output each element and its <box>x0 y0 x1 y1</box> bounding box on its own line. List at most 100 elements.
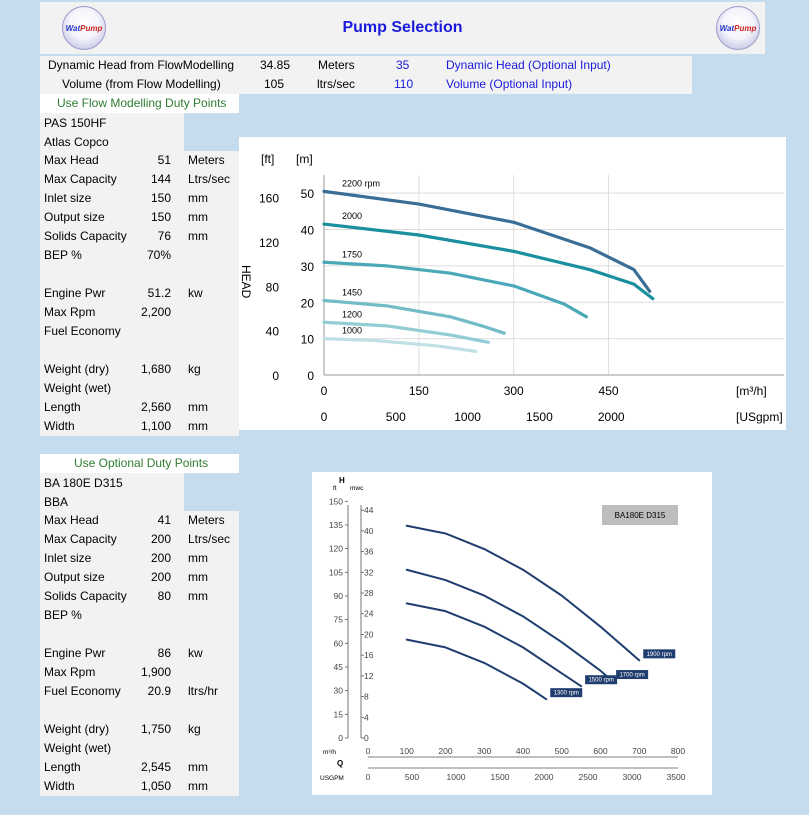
pump2-spec-label: Inlet size <box>44 551 92 565</box>
series-line <box>405 602 583 688</box>
series-label: 1450 <box>342 287 362 297</box>
y-tick-ft: 40 <box>266 325 280 339</box>
y-tick-ft: 150 <box>329 496 343 506</box>
pump2-spec-value: 200 <box>150 570 171 584</box>
pump1-spec-value: 150 <box>150 210 171 224</box>
duty-head-unit: Meters <box>318 58 355 72</box>
header-bar: WatPump Pump Selection WatPump <box>40 2 765 54</box>
pump2-spec-label: BEP % <box>44 608 82 622</box>
pump2-model: BA 180E D315 <box>44 476 123 490</box>
x-tick-m3h: 300 <box>477 746 491 756</box>
series-label: 1300 rpm <box>554 691 579 697</box>
pump2-spec-unit: mm <box>188 760 208 774</box>
pump1-spec-value: 1,680 <box>140 362 171 376</box>
x-tick-m3h: 500 <box>555 746 569 756</box>
pump1-spec-value: 70% <box>146 248 171 262</box>
y-tick-ft: 90 <box>334 591 344 601</box>
x-unit-m3h: m³/h <box>323 749 336 756</box>
y-tick-mwc: 32 <box>364 567 374 577</box>
duty-head-label: Dynamic Head from FlowModelling <box>48 58 235 72</box>
pump1-spec-label: Width <box>44 419 75 433</box>
y-tick-m: 50 <box>301 187 315 201</box>
pump2-spec-label: Max Capacity <box>44 532 117 546</box>
y-tick-ft: 80 <box>266 280 280 294</box>
y-tick-mwc: 40 <box>364 526 374 536</box>
y-tick-ft: 120 <box>329 544 343 554</box>
y-tick-mwc: 28 <box>364 588 374 598</box>
pump2-spec-unit: mm <box>188 551 208 565</box>
x-tick-usgpm: 1500 <box>491 772 510 782</box>
x-tick-usgpm: 2000 <box>598 410 625 424</box>
series-line <box>322 260 589 319</box>
pump1-spec-unit: Meters <box>188 153 225 167</box>
pump1-spec-value: 1,100 <box>140 419 171 433</box>
pump1-spec-unit: mm <box>188 419 208 433</box>
pump2-curve-svg: Hft mwc0153045607590105120135150048121620… <box>320 476 686 782</box>
pump2-spec-label: Max Head <box>44 513 99 527</box>
series-tag-box <box>585 675 618 685</box>
y-tick-ft: 0 <box>338 733 343 743</box>
duty-volume-label: Volume (from Flow Modelling) <box>62 77 221 91</box>
pump1-curve-chart: [ft] [m] HEAD 0 10 20 30 40 50 0 40 80 120 160 0 150 300… <box>239 137 786 430</box>
y-unit-ft: [ft] <box>261 152 274 166</box>
pump1-spec-label: BEP % <box>44 248 82 262</box>
y-tick-ft: 135 <box>329 520 343 530</box>
pump2-spec-unit: Meters <box>188 513 225 527</box>
pump1-spec-label: Length <box>44 400 81 414</box>
pump2-section-header[interactable]: Use Optional Duty Points <box>40 454 239 473</box>
series-line <box>405 568 614 683</box>
pump1-section-header[interactable]: Use Flow Modelling Duty Points <box>40 94 239 113</box>
pump2-spec-label: Fuel Economy <box>44 684 121 698</box>
pump1-spec-unit: mm <box>188 210 208 224</box>
y-tick-ft: 30 <box>334 686 344 696</box>
series-tag-box <box>616 670 649 680</box>
series-label: 1200 <box>342 309 362 319</box>
pump2-spec-label: Output size <box>44 570 105 584</box>
pump2-spec-value: 1,050 <box>140 779 171 793</box>
y-unit-m: [m] <box>296 152 313 166</box>
duty-head-input[interactable]: 35 <box>396 58 410 72</box>
series-label: 2000 <box>342 211 362 221</box>
pump2-spec-value: 86 <box>157 646 171 660</box>
pump2-spec-value: 20.9 <box>147 684 171 698</box>
pump1-model: PAS 150HF <box>44 116 107 130</box>
pump1-spec-unit: mm <box>188 400 208 414</box>
y-tick-mwc: 4 <box>364 712 369 722</box>
pump2-spec-label: Weight (wet) <box>44 741 112 755</box>
y-tick-mwc: 24 <box>364 609 374 619</box>
series-line <box>405 524 641 662</box>
y-tick-ft: 120 <box>259 236 279 250</box>
pump1-spec-value: 76 <box>157 229 171 243</box>
duty-volume-input[interactable]: 110 <box>394 77 414 91</box>
x-unit-m3h: [m³/h] <box>736 384 767 398</box>
pump1-spec-value: 2,200 <box>140 305 171 319</box>
y-axis-label: HEAD <box>239 265 253 299</box>
chart-title: BA180E D315 <box>615 511 666 520</box>
pump2-spec-value: 1,750 <box>140 722 171 736</box>
y-tick-m: 0 <box>307 369 314 383</box>
pump2-title-block: BA 180E D315 BBA <box>40 473 184 511</box>
y-tick-mwc: 44 <box>364 505 374 515</box>
series-tag-box <box>550 688 583 698</box>
pump2-spec-unit: ltrs/hr <box>188 684 218 698</box>
x-tick-m3h: 150 <box>409 384 429 398</box>
y-axis-symbol: H <box>339 476 345 485</box>
x-tick-usgpm: 1000 <box>454 410 481 424</box>
pump2-spec-unit: mm <box>188 570 208 584</box>
y-unit-mwc: mwc <box>350 485 364 492</box>
y-tick-mwc: 0 <box>364 733 369 743</box>
x-tick-usgpm: 500 <box>405 772 419 782</box>
y-tick-m: 40 <box>301 224 315 238</box>
chart-title-box <box>602 505 678 525</box>
series-label: 1500 rpm <box>588 678 613 684</box>
y-tick-m: 30 <box>301 260 315 274</box>
pump2-spec-label: Engine Pwr <box>44 646 106 660</box>
pump2-section-label: Use Optional Duty Points <box>74 456 209 470</box>
x-tick-usgpm: 3500 <box>667 772 686 782</box>
pump1-spec-label: Engine Pwr <box>44 286 106 300</box>
x-tick-m3h: 400 <box>516 746 530 756</box>
series-label: 1700 rpm <box>619 673 644 679</box>
duty-head-input-label: Dynamic Head (Optional Input) <box>446 58 611 72</box>
